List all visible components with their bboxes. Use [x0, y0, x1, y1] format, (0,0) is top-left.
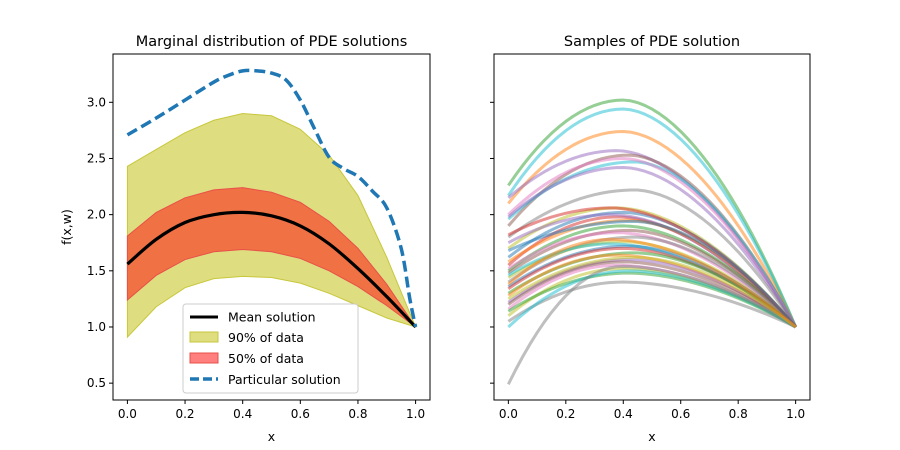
legend-swatch-90 — [189, 331, 219, 343]
right-x-tick-label: 0.6 — [671, 407, 690, 421]
left-y-tick-label: 2.0 — [87, 208, 106, 222]
right-x-tick-label: 0.0 — [499, 407, 518, 421]
legend-label-mean: Mean solution — [228, 310, 316, 325]
left-y-tick-label: 2.5 — [87, 151, 106, 165]
band-50-percent — [126, 187, 417, 328]
sample-curve-1 — [507, 98, 798, 328]
left-y-axis-label: f(x,w) — [59, 209, 74, 245]
legend-label-particular: Particular solution — [228, 372, 341, 387]
left-x-tick-label: 1.0 — [406, 407, 425, 421]
particular-solution-line — [126, 68, 418, 328]
right-x-tick-label: 0.2 — [556, 407, 575, 421]
legend-box — [182, 303, 359, 394]
right-panel: Samples of PDE solution 0.0 0.2 0.4 0.6 0.8 1… — [490, 34, 811, 444]
left-chart-title: Marginal distribution of PDE solutions — [136, 34, 408, 50]
sample-curve-26 — [507, 260, 797, 329]
right-x-axis-label: x — [648, 429, 655, 444]
left-y-tick-label: 3.0 — [87, 95, 106, 109]
right-y-ticks — [490, 101, 494, 384]
sample-curve-7 — [507, 156, 797, 328]
right-chart-title: Samples of PDE solution — [564, 34, 740, 50]
left-y-tick-label: 1.5 — [87, 264, 106, 278]
left-y-tick-label: 0.5 — [87, 376, 106, 390]
sample-curve-35 — [507, 255, 797, 329]
right-x-tick-label: 1.0 — [786, 407, 805, 421]
left-x-axis-label: x — [268, 429, 275, 444]
left-plot-area — [126, 68, 418, 339]
sample-curve-30 — [507, 280, 797, 329]
left-axes-frame — [112, 53, 431, 401]
right-x-ticks: 0.0 0.2 0.4 0.6 0.8 1.0 — [499, 400, 805, 421]
sample-curve-36 — [507, 237, 797, 329]
left-y-tick-label: 1.0 — [87, 320, 106, 334]
right-x-tick-label: 0.4 — [614, 407, 633, 421]
left-x-tick-label: 0.6 — [291, 407, 310, 421]
legend-label-90: 90% of data — [228, 330, 304, 345]
sample-curve-2 — [507, 107, 798, 328]
left-x-tick-label: 0.4 — [233, 407, 252, 421]
sample-curve-3 — [507, 130, 797, 328]
legend-swatch-50 — [189, 352, 219, 364]
right-x-tick-label: 0.8 — [729, 407, 748, 421]
sample-curve-34 — [507, 219, 797, 328]
left-x-tick-label: 0.2 — [175, 407, 194, 421]
left-panel: Marginal distribution of PDE solutions 0… — [59, 34, 431, 444]
left-x-tick-label: 0.0 — [118, 407, 137, 421]
right-plot-area — [507, 98, 798, 385]
sample-curve-9 — [507, 188, 797, 328]
legend-label-50: 50% of data — [228, 351, 304, 366]
left-y-ticks: 0.5 1.0 1.5 2.0 2.5 3.0 — [87, 95, 113, 390]
right-axes-frame — [493, 53, 811, 401]
sample-curve-32 — [507, 264, 797, 385]
left-x-tick-label: 0.8 — [348, 407, 367, 421]
mean-solution-line — [126, 210, 417, 329]
left-x-ticks: 0.0 0.2 0.4 0.6 0.8 1.0 — [118, 400, 425, 421]
legend: Mean solution 90% of data 50% of data Pa… — [182, 303, 359, 394]
sample-curve-8 — [507, 165, 797, 328]
